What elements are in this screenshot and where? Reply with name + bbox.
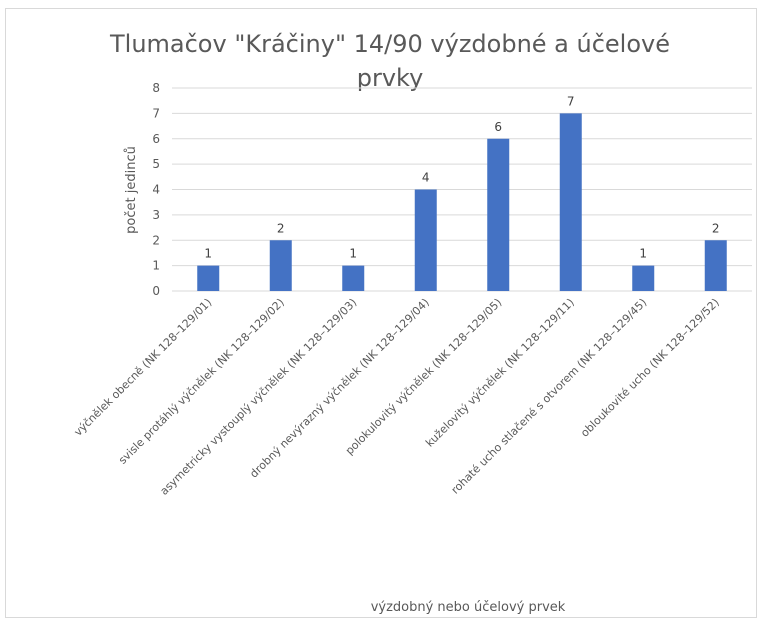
category-label: polokulovitý výčnělek (NK 128–129/05): [343, 296, 504, 457]
category-label: obloukovité ucho (NK 128–129/52): [578, 296, 722, 440]
y-axis-title: počet jedinců: [124, 146, 139, 234]
y-tick-label: 3: [152, 208, 160, 222]
bar-data-label: 2: [712, 221, 720, 235]
bars: [197, 113, 727, 291]
category-label: výčnělek obecně (NK 128–129/01): [72, 296, 215, 439]
bar: [197, 265, 220, 291]
chart-title-line2: prvky: [357, 64, 424, 92]
bar-data-label: 1: [349, 247, 357, 261]
bar: [414, 189, 437, 291]
bar: [704, 240, 727, 291]
y-tick-label: 6: [152, 132, 160, 146]
y-axis-ticks: 0 1 2 3 4 5 6 7 8: [152, 81, 160, 298]
bar-data-label: 1: [639, 247, 647, 261]
y-tick-label: 8: [152, 81, 160, 95]
bar: [269, 240, 292, 291]
gridlines: [172, 87, 752, 292]
category-label: kuželovitý výčnělek (NK 128–129/11): [423, 296, 577, 450]
bar-data-label: 4: [422, 171, 430, 185]
bar: [559, 113, 582, 291]
bar: [487, 138, 510, 291]
bar-data-label: 7: [567, 94, 575, 108]
data-labels: 1 2 1 4 6 7 1 2: [204, 94, 719, 260]
bar-data-label: 1: [204, 247, 212, 261]
y-tick-label: 2: [152, 233, 160, 247]
x-axis-title: výzdobný nebo účelový prvek: [371, 600, 566, 615]
y-tick-label: 4: [152, 183, 160, 197]
bar: [632, 265, 655, 291]
bar-data-label: 6: [494, 120, 502, 134]
bar-data-label: 2: [277, 221, 285, 235]
category-label: svisle protáhlý výčnělek (NK 128–129/02): [116, 296, 287, 467]
x-axis-categories: výčnělek obecně (NK 128–129/01)svisle pr…: [72, 296, 722, 498]
y-tick-label: 1: [152, 259, 160, 273]
chart-area: [5, 8, 757, 618]
y-tick-label: 5: [152, 157, 160, 171]
y-tick-label: 0: [152, 284, 160, 298]
chart-title-line1: Tlumačov "Kráčiny" 14/90 výzdobné a účel…: [109, 30, 670, 58]
bar: [342, 265, 365, 291]
y-tick-label: 7: [152, 106, 160, 120]
